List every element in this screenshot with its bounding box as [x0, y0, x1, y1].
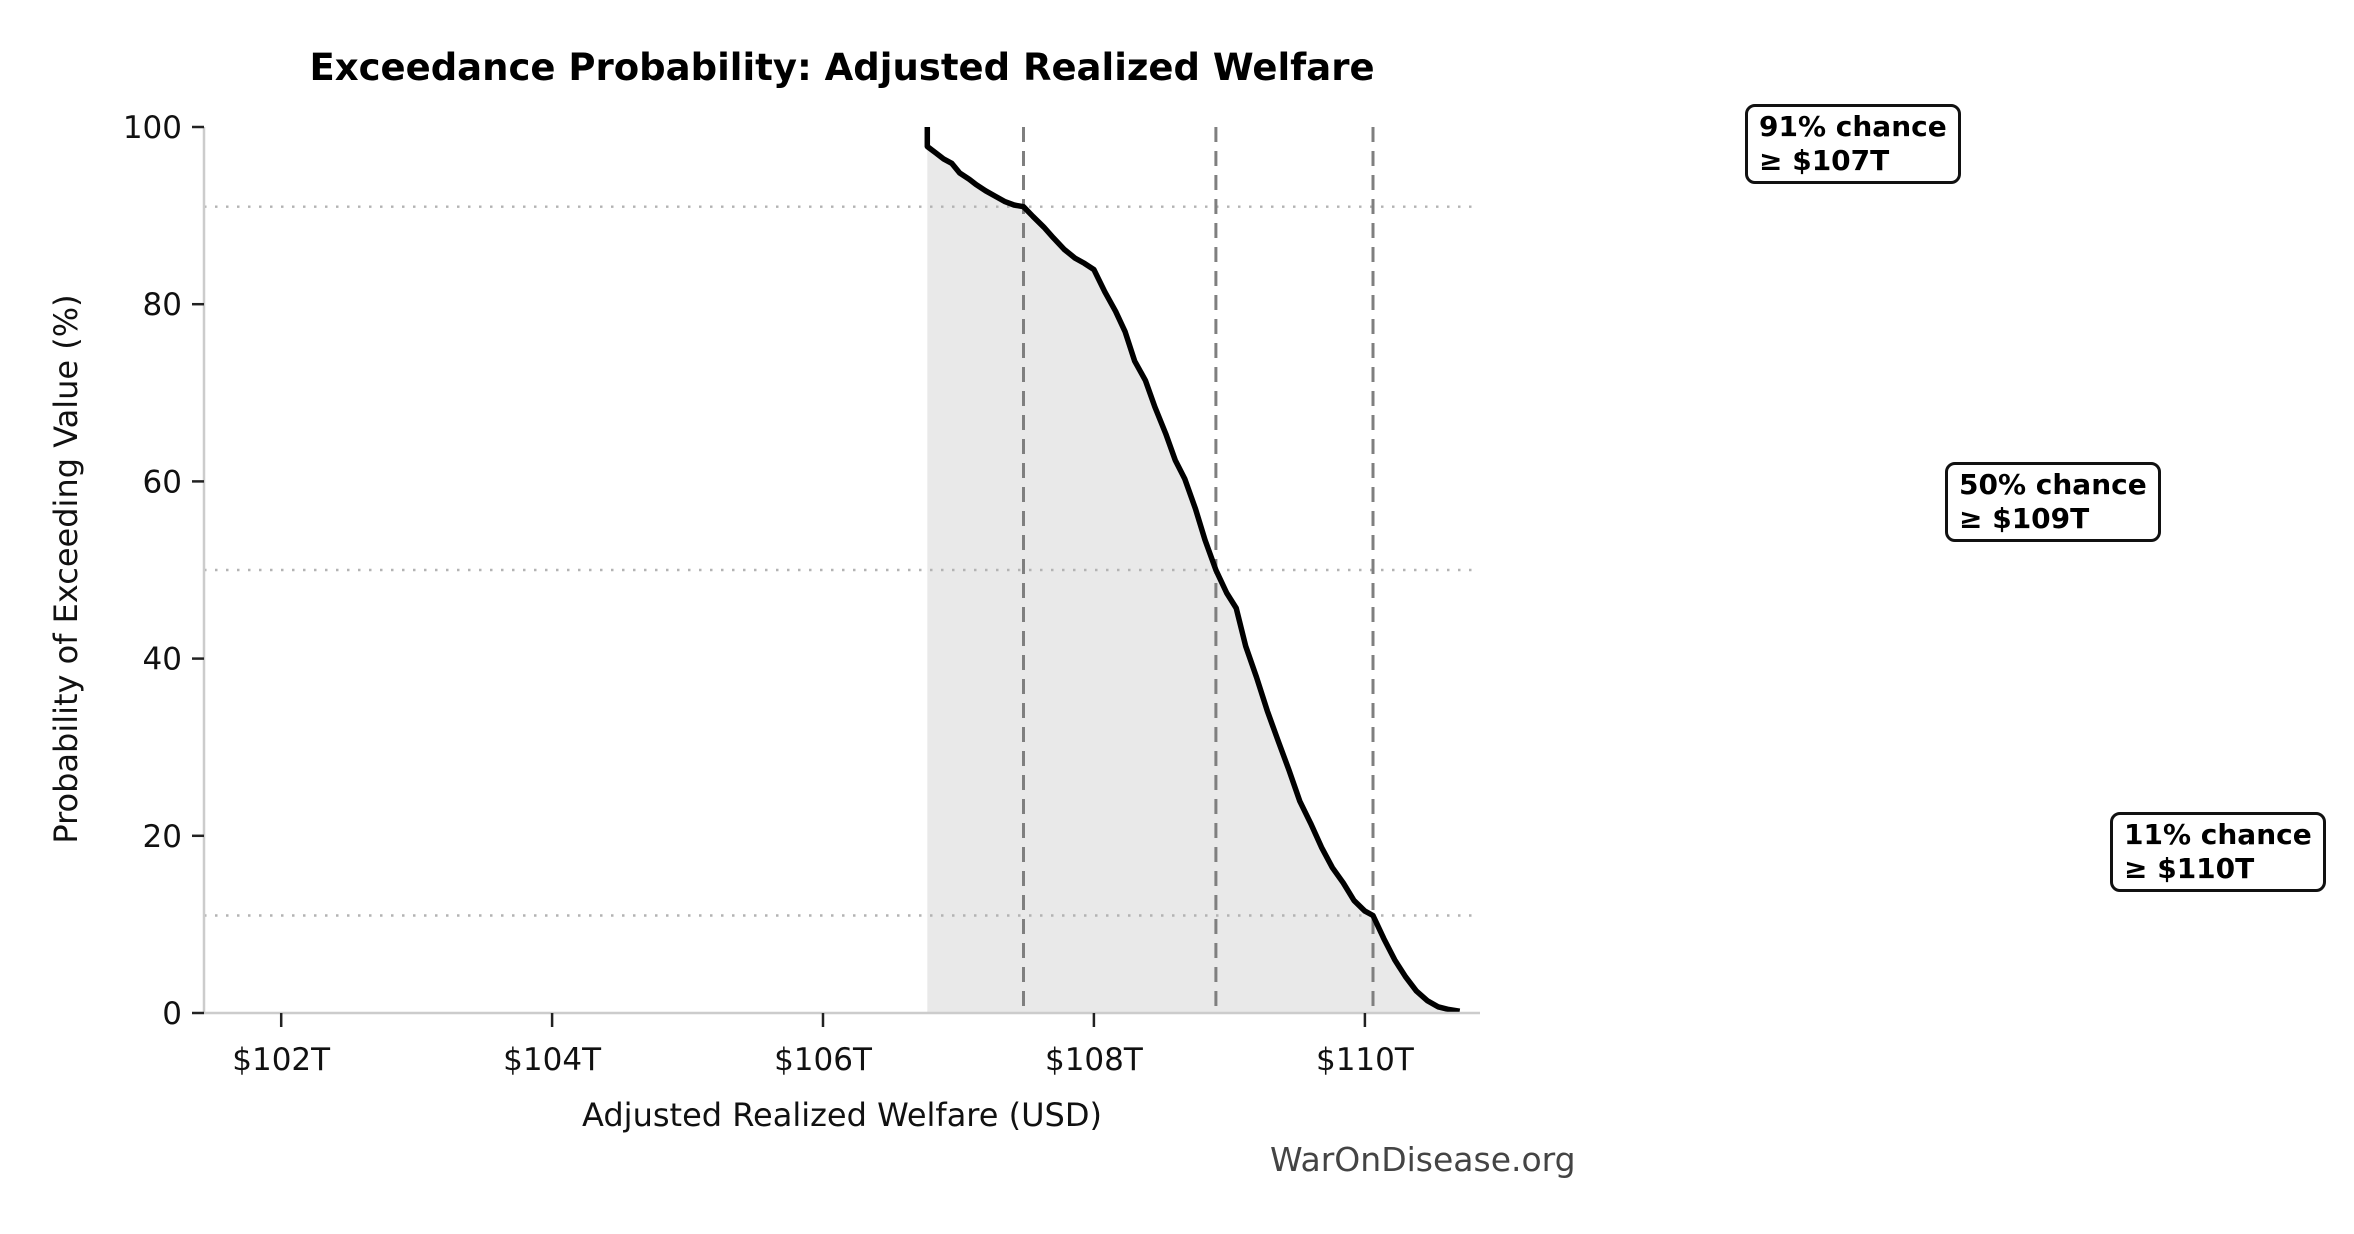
y-tick-label: 100: [123, 110, 182, 146]
x-tick-label: $110T: [1316, 1042, 1415, 1078]
x-tick-label: $106T: [774, 1042, 873, 1078]
y-axis-label: Probability of Exceeding Value (%): [47, 294, 85, 844]
annotation-line: 11% chance: [2124, 818, 2312, 851]
y-tick-label: 0: [162, 996, 182, 1032]
annotation-91-percent: 91% chance ≥ $107T: [1745, 104, 1961, 184]
x-tick-label: $102T: [232, 1042, 331, 1078]
chart-title: Exceedance Probability: Adjusted Realize…: [309, 46, 1375, 89]
shaded-area-under-curve: [927, 127, 1460, 1013]
axis-spines: [202, 127, 1480, 1015]
annotation-line: 91% chance: [1759, 110, 1947, 143]
y-tick-label: 80: [143, 287, 182, 323]
x-tick-label: $104T: [503, 1042, 602, 1078]
axis-tick-labels: 0 20 40 60 80 100 $102T $104T $106T $108T $110T: [123, 110, 1415, 1078]
annotation-line: ≥ $109T: [1959, 502, 2090, 535]
axis-ticks: [192, 125, 1367, 1027]
x-tick-label: $108T: [1045, 1042, 1144, 1078]
horizontal-dotted-gridlines: [204, 205, 1480, 917]
annotation-11-percent: 11% chance ≥ $110T: [2110, 812, 2326, 892]
annotation-line: ≥ $110T: [2124, 852, 2255, 885]
y-tick-label: 40: [143, 642, 182, 678]
watermark-text: WarOnDisease.org: [1270, 1140, 1576, 1179]
annotation-line: ≥ $107T: [1759, 144, 1890, 177]
annotation-line: 50% chance: [1959, 468, 2147, 501]
exceedance-curve: [924, 127, 1461, 1014]
area-fill-path: [927, 127, 1460, 1013]
y-tick-label: 20: [143, 819, 182, 855]
exceedance-curve-path: [924, 127, 1461, 1014]
x-axis-label: Adjusted Realized Welfare (USD): [582, 1096, 1102, 1134]
y-tick-label: 60: [143, 464, 182, 500]
annotation-50-percent: 50% chance ≥ $109T: [1945, 462, 2161, 542]
